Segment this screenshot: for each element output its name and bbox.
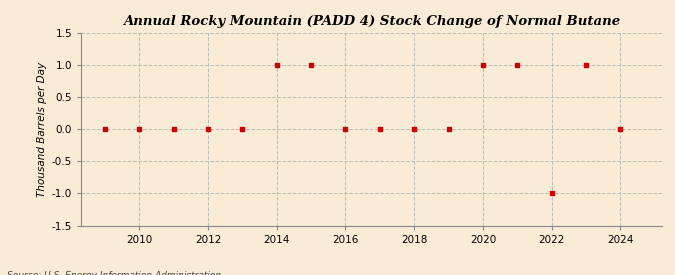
Title: Annual Rocky Mountain (PADD 4) Stock Change of Normal Butane: Annual Rocky Mountain (PADD 4) Stock Cha…	[123, 15, 620, 28]
Y-axis label: Thousand Barrels per Day: Thousand Barrels per Day	[37, 62, 47, 197]
Text: Source: U.S. Energy Information Administration: Source: U.S. Energy Information Administ…	[7, 271, 221, 275]
